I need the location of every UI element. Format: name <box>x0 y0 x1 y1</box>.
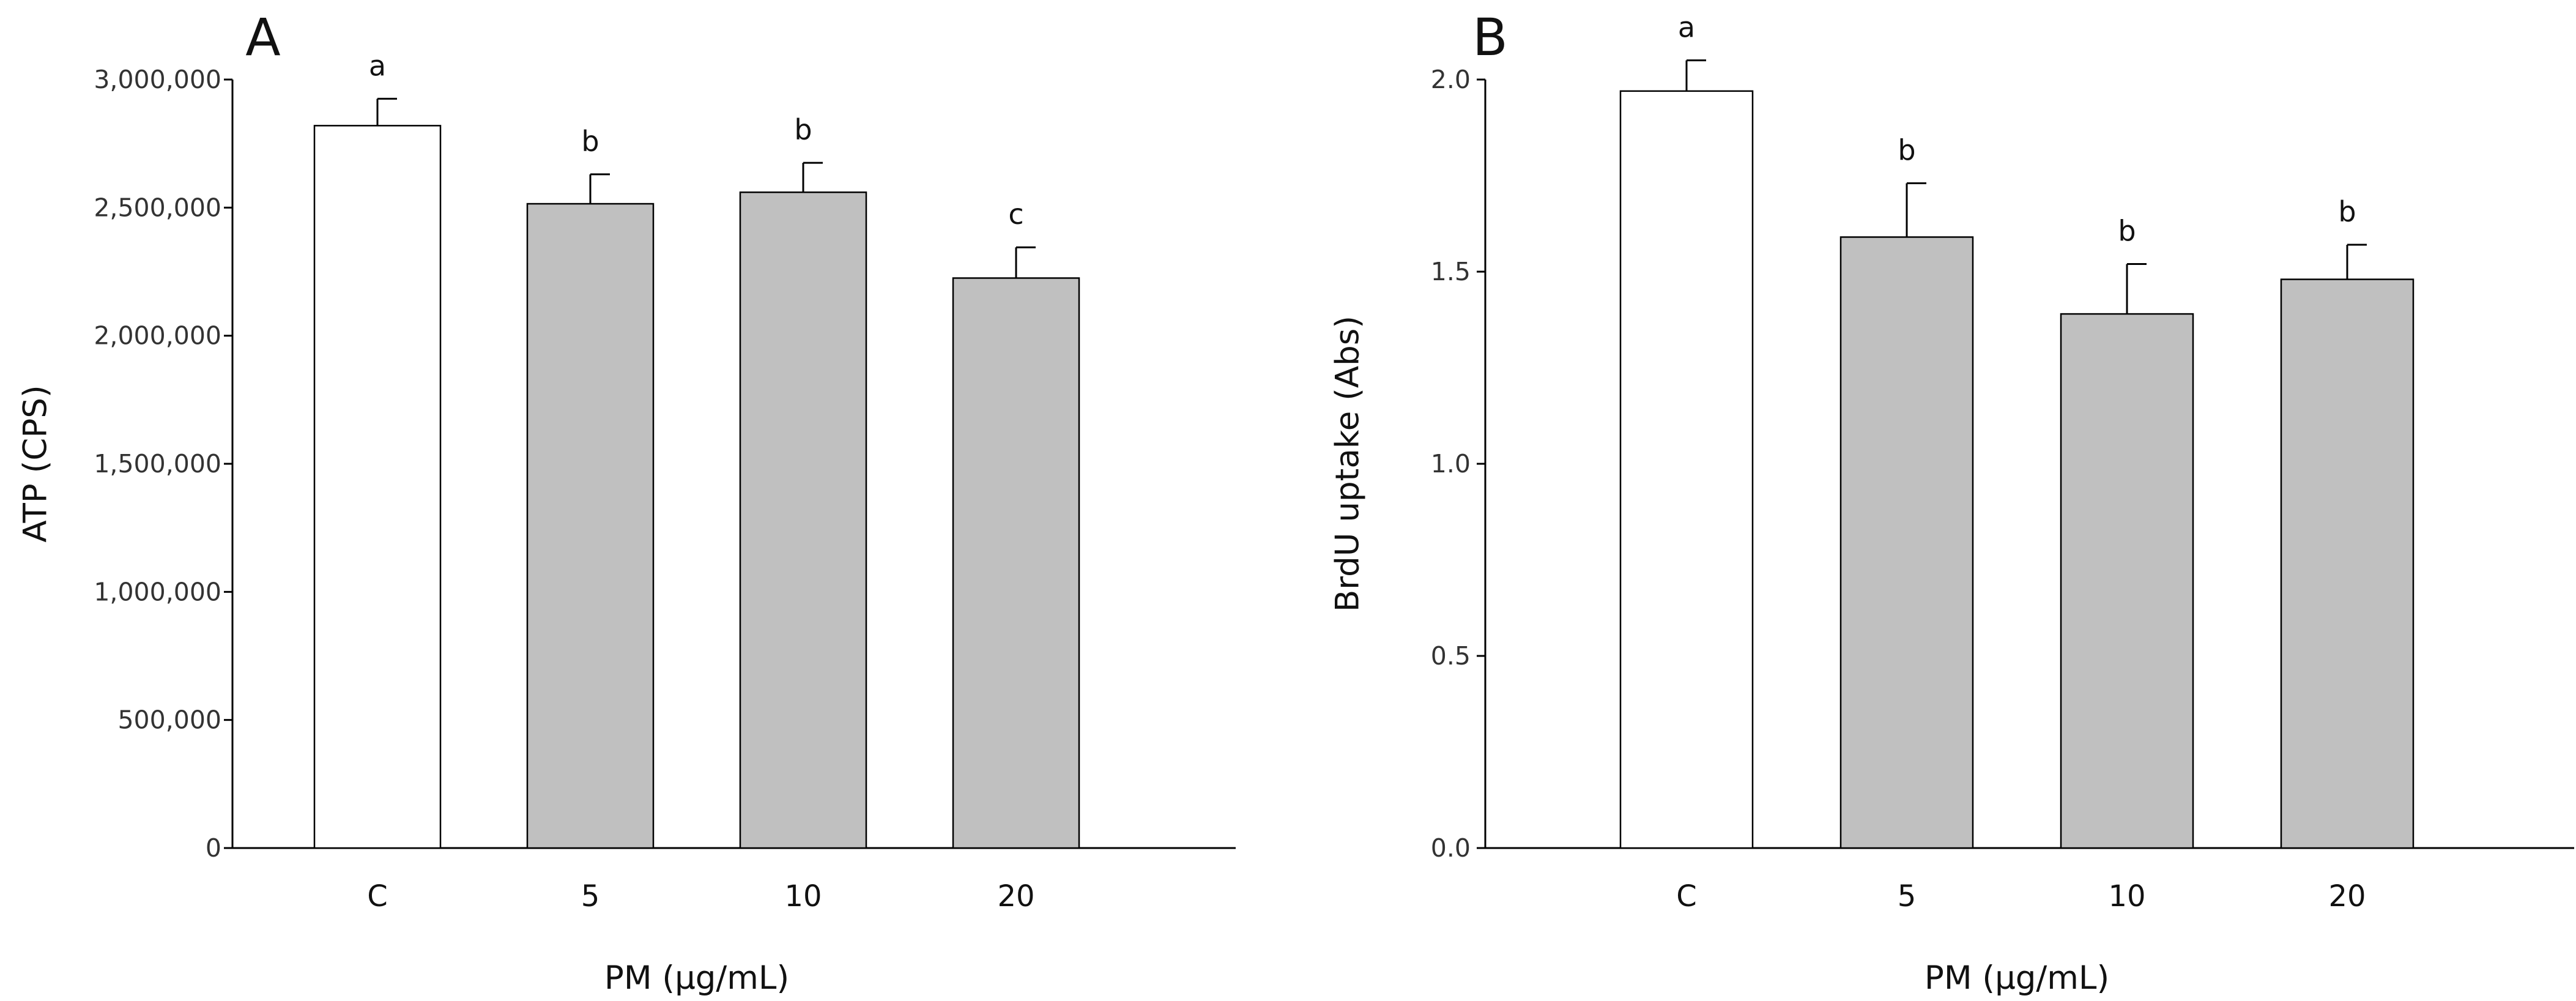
panel-b-x-tick-label: 10 <box>2108 879 2145 914</box>
panel-b-significance-5: b <box>1898 134 1915 167</box>
panel-a-x-tick-label: 20 <box>997 879 1034 914</box>
panel-a-y-tick-label: 1,000,000 <box>94 577 221 606</box>
panel-a-letter: A <box>245 7 280 67</box>
panel-a-significance-10: b <box>794 113 812 146</box>
panel-a-bar-C <box>313 125 442 849</box>
panel-b-y-axis-title: BrdU uptake (Abs) <box>1329 316 1367 612</box>
panel-b-x-tick-label: 5 <box>1898 879 1917 914</box>
panel-a-y-tick-label: 0 <box>206 833 221 863</box>
panel-a-bar-5 <box>526 203 655 849</box>
panel-b-x-tick-label: 20 <box>2328 879 2366 914</box>
panel-b-significance-10: b <box>2118 214 2136 247</box>
panel-b-bar-20 <box>2280 278 2415 849</box>
panel-a-x-tick-label: 5 <box>581 879 600 914</box>
panel-b-bar-C <box>1619 90 1754 849</box>
panel-b-letter: B <box>1472 7 1508 67</box>
panel-a-significance-20: c <box>1008 198 1023 231</box>
panel-b-significance-20: b <box>2338 195 2356 228</box>
panel-b-bar-10 <box>2060 313 2194 849</box>
panel-b-bar-5 <box>1839 236 1974 849</box>
panel-a-x-tick-label: 10 <box>784 879 822 914</box>
panel-a-y-tick-label: 1,500,000 <box>94 449 221 478</box>
panel-b-y-tick-label: 0.0 <box>1431 833 1471 863</box>
panel-a-bar-20 <box>952 277 1080 849</box>
panel-b-y-tick-label: 2.0 <box>1431 65 1471 94</box>
panel-a-y-tick-label: 3,000,000 <box>94 65 221 94</box>
panel-a-y-tick-label: 2,000,000 <box>94 321 221 351</box>
panel-a: A 0 500,000 1,000,000 1,500,000 2,000,000 2,50… <box>17 7 1236 997</box>
panel-b-x-tick-label: C <box>1676 879 1697 914</box>
panel-b: B 0.0 0.5 1.0 1.5 2.0 BrdU uptake (Abs) a Cb 5 b 10… <box>1329 7 2574 997</box>
panel-b-x-axis-title: PM (µg/mL) <box>1925 959 2109 997</box>
panel-a-significance-5: b <box>581 125 599 158</box>
panel-a-y-axis-title: ATP (CPS) <box>17 385 54 542</box>
panel-a-x-axis-title: PM (µg/mL) <box>604 959 789 997</box>
panel-b-y-tick-label: 1.0 <box>1431 449 1471 478</box>
panel-a-y-tick-label: 500,000 <box>117 705 221 735</box>
panel-b-y-tick-label: 0.5 <box>1431 641 1471 671</box>
panel-b-y-tick-label: 1.5 <box>1431 257 1471 286</box>
panel-b-significance-C: a <box>1678 11 1695 44</box>
panel-a-significance-C: a <box>369 49 386 82</box>
panel-a-bar-10 <box>739 191 867 849</box>
panel-a-x-tick-label: C <box>367 879 388 914</box>
panel-a-y-tick-label: 2,500,000 <box>94 193 221 222</box>
